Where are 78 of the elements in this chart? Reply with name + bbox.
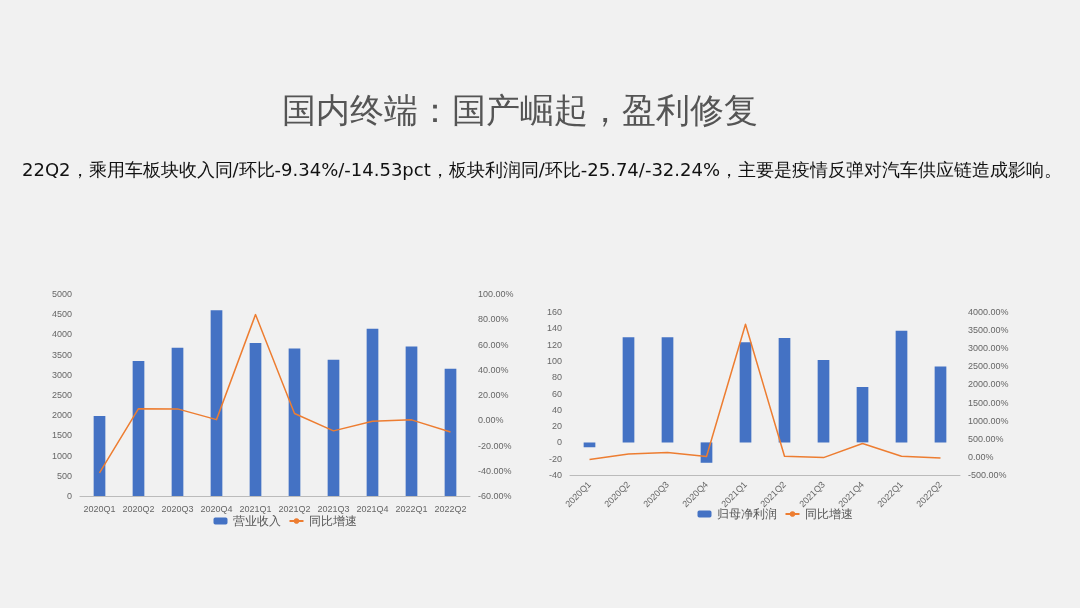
y-tick-label: 2000 <box>51 410 72 421</box>
y2-tick-label: 3000.00% <box>968 343 1009 354</box>
bar <box>934 366 947 443</box>
x-tick-label: 2020Q3 <box>161 503 194 514</box>
y-tick-label: 4500 <box>51 309 72 320</box>
bar <box>583 442 596 448</box>
y2-tick-label: 500.00% <box>968 433 1004 444</box>
bar <box>210 310 223 496</box>
bar <box>739 342 752 443</box>
bar <box>856 386 869 443</box>
y2-tick-label: 0.00% <box>478 415 504 426</box>
y2-tick-label: 100.00% <box>478 289 514 299</box>
legend-label: 同比增速 <box>308 514 357 528</box>
y2-tick-label: 0.00% <box>968 451 994 462</box>
legend-label: 营业收入 <box>232 514 281 528</box>
y-tick-label: 0 <box>556 437 562 448</box>
x-tick-label: 2020Q1 <box>83 503 116 514</box>
y-tick-label: 3500 <box>51 349 72 360</box>
y2-tick-label: 2000.00% <box>968 379 1009 390</box>
y-tick-label: 2500 <box>51 390 72 400</box>
y2-tick-label: 1500.00% <box>968 397 1009 408</box>
x-tick-label: 2020Q4 <box>200 503 233 514</box>
y2-tick-label: -500.00% <box>968 470 1007 480</box>
bar <box>405 346 418 496</box>
y2-tick-label: -40.00% <box>478 465 512 476</box>
line-series <box>588 323 942 461</box>
y2-tick-label: 60.00% <box>478 339 509 350</box>
legend-label: 同比增速 <box>804 507 853 521</box>
y-tick-label: -20 <box>548 453 562 464</box>
y-tick-label: 20 <box>551 421 562 432</box>
line-series <box>98 313 452 474</box>
x-tick-label: 2020Q2 <box>122 503 155 514</box>
y-tick-label: 1000 <box>51 450 72 461</box>
bar <box>171 347 184 496</box>
y2-tick-label: 1000.00% <box>968 415 1009 426</box>
x-tick-label: 2021Q1 <box>239 503 272 514</box>
x-tick-label: 2021Q4 <box>356 503 389 514</box>
y-tick-label: -40 <box>548 470 562 480</box>
y2-tick-label: -20.00% <box>478 440 512 451</box>
y2-tick-label: 4000.00% <box>968 307 1009 317</box>
bar <box>778 338 791 443</box>
y2-tick-label: 20.00% <box>478 390 509 400</box>
y2-tick-label: 3500.00% <box>968 325 1009 336</box>
bar <box>93 416 106 496</box>
x-tick-label: 2021Q3 <box>317 503 350 514</box>
y2-tick-label: -60.00% <box>478 491 512 501</box>
y2-tick-label: 80.00% <box>478 314 509 325</box>
y-tick-label: 60 <box>551 388 562 399</box>
bar <box>366 328 379 496</box>
y-tick-label: 1500 <box>51 430 72 441</box>
y-tick-label: 80 <box>551 372 562 383</box>
x-tick-label: 2022Q1 <box>395 503 428 514</box>
y-tick-label: 4000 <box>51 329 72 340</box>
y-tick-label: 500 <box>56 470 72 481</box>
bar <box>327 359 340 496</box>
bar <box>444 368 457 496</box>
y-tick-label: 100 <box>546 355 562 366</box>
text: 22Q2，乘用车板块收入同/环比-9.34%/-14.53pct，板块利润同/环比-25.74/-32.24%，主要是疫情反弹对汽车供应链造成影响。 <box>22 158 1064 182</box>
bar <box>661 337 674 443</box>
bar <box>817 360 830 443</box>
y-tick-label: 3000 <box>51 369 72 380</box>
bar <box>622 337 635 443</box>
y-tick-label: 0 <box>66 491 72 501</box>
y-tick-label: 140 <box>546 323 562 334</box>
y-tick-label: 5000 <box>51 289 72 299</box>
y-tick-label: 40 <box>551 404 562 415</box>
x-tick-label: 2021Q2 <box>278 503 311 514</box>
chart-title: 国内终端：国产崛起，盈利修复 <box>281 89 759 132</box>
bar <box>249 342 262 496</box>
x-tick-label: 2022Q2 <box>434 503 467 514</box>
y2-tick-label: 40.00% <box>478 364 509 375</box>
y2-tick-label: 2500.00% <box>968 361 1009 372</box>
y-tick-label: 160 <box>546 307 562 317</box>
bar <box>132 361 145 496</box>
y-tick-label: 120 <box>546 339 562 350</box>
bar <box>895 330 908 443</box>
legend-label: 归母净利润 <box>716 507 777 521</box>
bar <box>288 348 301 496</box>
